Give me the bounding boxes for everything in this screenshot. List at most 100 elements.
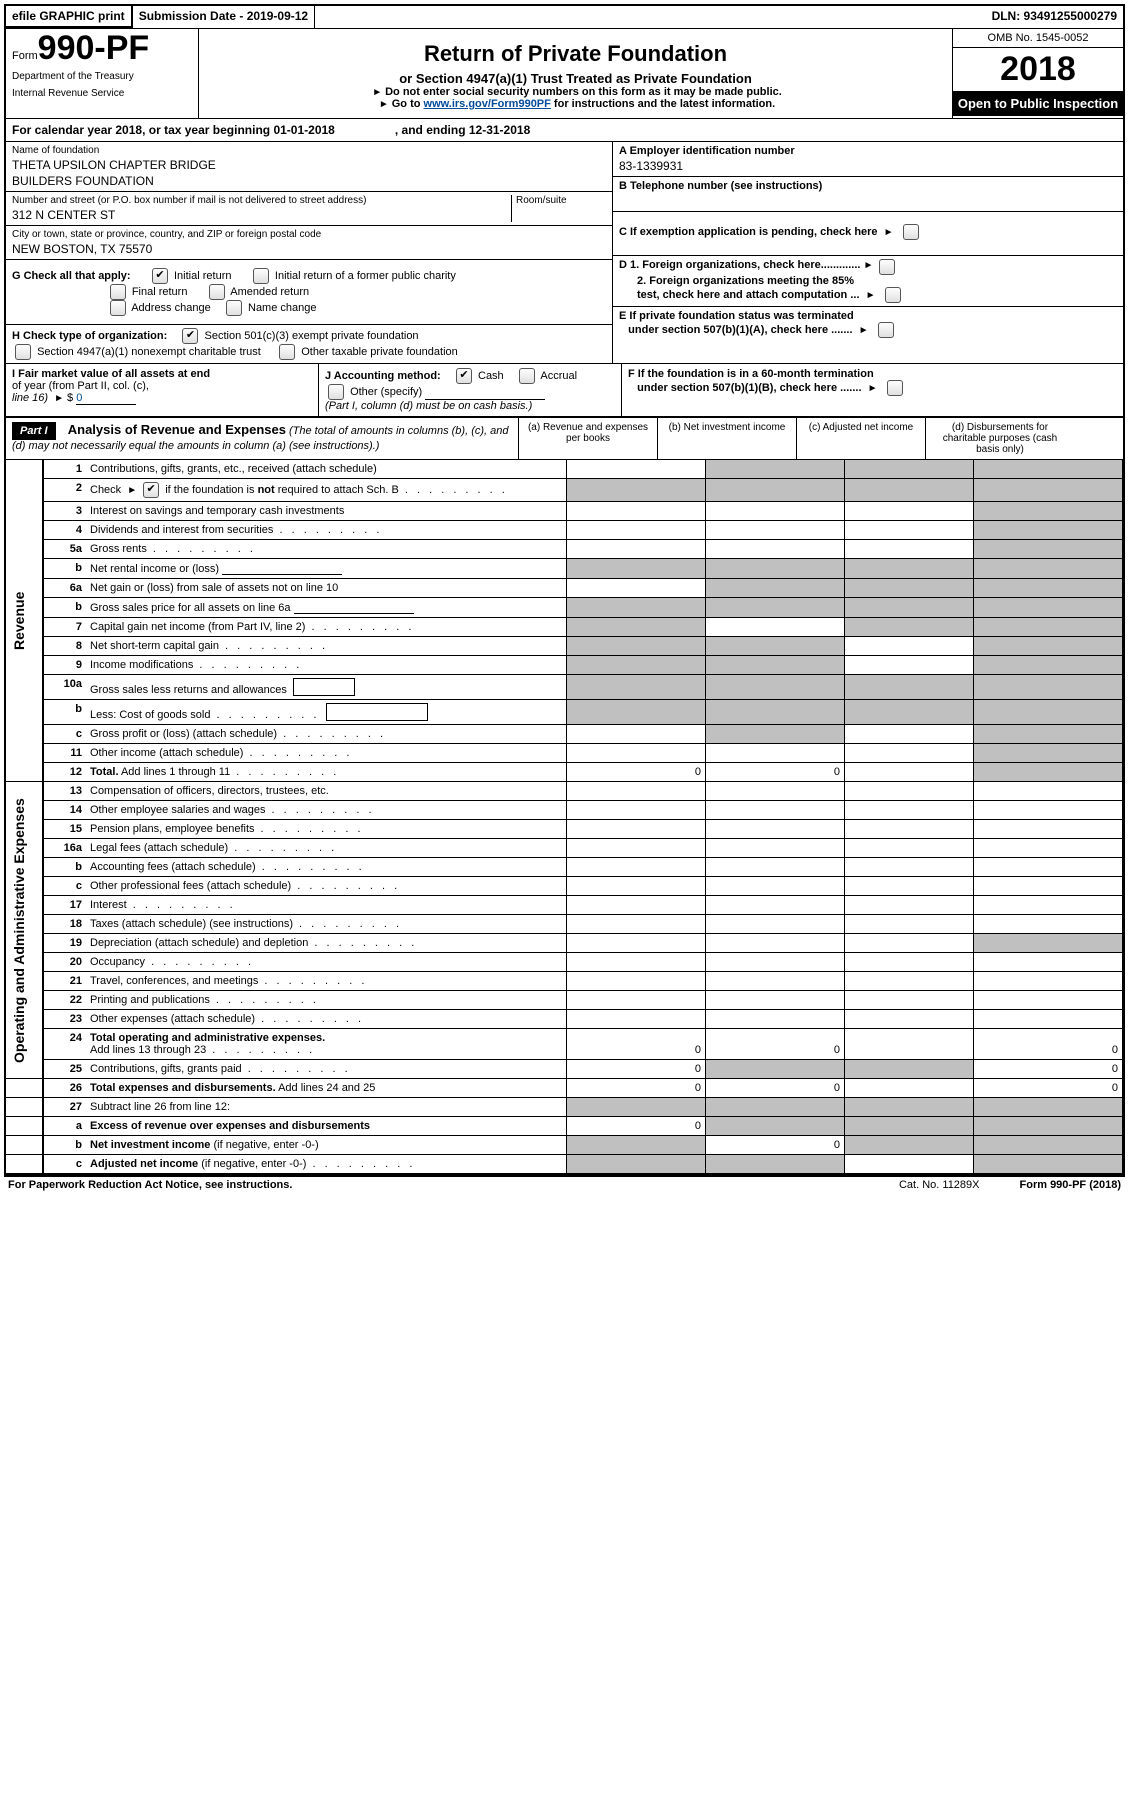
val-26a: 0 xyxy=(567,1079,706,1098)
val-24d: 0 xyxy=(974,1029,1123,1060)
e-checkbox[interactable] xyxy=(878,322,894,338)
other-acct-checkbox[interactable] xyxy=(328,384,344,400)
row-8: Net short-term capital gain xyxy=(86,637,567,656)
row-16a: Legal fees (attach schedule) xyxy=(86,839,567,858)
row-6b: Gross sales price for all assets on line… xyxy=(86,598,567,618)
header-right: OMB No. 1545-0052 2018 Open to Public In… xyxy=(952,29,1123,118)
input-6b[interactable] xyxy=(294,601,414,614)
row-10c: Gross profit or (loss) (attach schedule) xyxy=(86,725,567,744)
row-27c: Adjusted net income (if negative, enter … xyxy=(86,1155,567,1174)
other-specify-input[interactable] xyxy=(425,387,545,400)
row-19: Depreciation (attach schedule) and deple… xyxy=(86,934,567,953)
ein-value: 83-1339931 xyxy=(619,157,1117,173)
arrow-icon xyxy=(863,289,879,301)
addr-label: Number and street (or P.O. box number if… xyxy=(12,195,511,206)
form-subtitle: or Section 4947(a)(1) Trust Treated as P… xyxy=(207,71,944,86)
arrow-icon xyxy=(856,324,872,336)
row-11: Other income (attach schedule) xyxy=(86,744,567,763)
row-5b: Net rental income or (loss) xyxy=(86,559,567,579)
g-o5: Address change xyxy=(131,302,211,314)
note-ssn: Do not enter social security numbers on … xyxy=(385,86,782,98)
row-20: Occupancy xyxy=(86,953,567,972)
ein-cell: A Employer identification number 83-1339… xyxy=(613,142,1123,177)
input-10a[interactable] xyxy=(293,678,355,696)
section-i: I Fair market value of all assets at end… xyxy=(6,364,319,416)
arrow-icon xyxy=(860,259,876,271)
col-c-header: (c) Adjusted net income xyxy=(796,418,925,459)
city-label: City or town, state or province, country… xyxy=(12,229,606,240)
row-24: Total operating and administrative expen… xyxy=(86,1029,567,1060)
d1-label: D 1. Foreign organizations, check here..… xyxy=(619,259,860,271)
cal-end: 12-31-2018 xyxy=(469,123,530,137)
arrow-icon xyxy=(51,392,67,404)
cal-text-b: , and ending xyxy=(395,123,469,137)
val-25d: 0 xyxy=(974,1060,1123,1079)
val-27bb: 0 xyxy=(706,1136,845,1155)
arrow-icon xyxy=(369,86,385,98)
d2b-label: test, check here and attach computation … xyxy=(637,289,860,301)
i-l3: line 16) xyxy=(12,392,48,404)
name-change-checkbox[interactable] xyxy=(226,300,242,316)
irs: Internal Revenue Service xyxy=(12,88,192,99)
part1-header: Part I Analysis of Revenue and Expenses … xyxy=(6,418,518,459)
val-25a: 0 xyxy=(567,1060,706,1079)
cal-text-a: For calendar year 2018, or tax year begi… xyxy=(12,123,273,137)
input-5b[interactable] xyxy=(222,562,342,575)
row-27: Subtract line 26 from line 12: xyxy=(86,1098,567,1117)
row-10b: Less: Cost of goods sold xyxy=(86,700,567,725)
c-label: C If exemption application is pending, c… xyxy=(619,226,878,238)
501c3-checkbox[interactable] xyxy=(182,328,198,344)
tel-cell: B Telephone number (see instructions) xyxy=(613,177,1123,212)
form-number: 990-PF xyxy=(38,29,150,67)
name-label: Name of foundation xyxy=(12,145,606,156)
expenses-side-label: Operating and Administrative Expenses xyxy=(6,782,43,1079)
section-f: F If the foundation is in a 60-month ter… xyxy=(622,364,1123,416)
j-label: J Accounting method: xyxy=(325,370,441,382)
val-27a: 0 xyxy=(567,1117,706,1136)
c-checkbox[interactable] xyxy=(903,224,919,240)
d2-checkbox[interactable] xyxy=(885,287,901,303)
initial-former-checkbox[interactable] xyxy=(253,268,269,284)
tel-label: B Telephone number (see instructions) xyxy=(619,180,1117,192)
addr-value: 312 N CENTER ST xyxy=(12,206,511,222)
section-c: C If exemption application is pending, c… xyxy=(613,212,1123,256)
row-27a: Excess of revenue over expenses and disb… xyxy=(86,1117,567,1136)
name-line2: BUILDERS FOUNDATION xyxy=(12,172,606,188)
revenue-side-label: Revenue xyxy=(6,460,43,782)
i-l1: I Fair market value of all assets at end xyxy=(12,368,210,380)
row-4: Dividends and interest from securities xyxy=(86,521,567,540)
d2a-label: 2. Foreign organizations meeting the 85% xyxy=(637,275,854,287)
omb-number: OMB No. 1545-0052 xyxy=(953,29,1123,48)
i-l2: of year (from Part II, col. (c), xyxy=(12,380,149,392)
schb-checkbox[interactable] xyxy=(143,482,159,498)
instructions-link[interactable]: www.irs.gov/Form990PF xyxy=(424,98,551,110)
4947-checkbox[interactable] xyxy=(15,344,31,360)
input-10b[interactable] xyxy=(326,703,428,721)
row-21: Travel, conferences, and meetings xyxy=(86,972,567,991)
other-taxable-checkbox[interactable] xyxy=(279,344,295,360)
f-checkbox[interactable] xyxy=(887,380,903,396)
note-goto-b: for instructions and the latest informat… xyxy=(551,98,775,110)
h-o2: Section 4947(a)(1) nonexempt charitable … xyxy=(37,346,261,358)
cash-checkbox[interactable] xyxy=(456,368,472,384)
h-o3: Other taxable private foundation xyxy=(301,346,458,358)
row-14: Other employee salaries and wages xyxy=(86,801,567,820)
arrow-icon xyxy=(881,226,897,238)
section-d: D 1. Foreign organizations, check here..… xyxy=(613,256,1123,307)
name-line1: THETA UPSILON CHAPTER BRIDGE xyxy=(12,156,606,172)
footer: For Paperwork Reduction Act Notice, see … xyxy=(4,1176,1125,1193)
val-12a: 0 xyxy=(567,763,706,782)
row-16c: Other professional fees (attach schedule… xyxy=(86,877,567,896)
note-goto-a: Go to xyxy=(392,98,424,110)
section-j: J Accounting method: Cash Accrual Other … xyxy=(319,364,622,416)
row-13: Compensation of officers, directors, tru… xyxy=(86,782,567,801)
address-change-checkbox[interactable] xyxy=(110,300,126,316)
accrual-checkbox[interactable] xyxy=(519,368,535,384)
d1-checkbox[interactable] xyxy=(879,259,895,275)
initial-return-checkbox[interactable] xyxy=(152,268,168,284)
row-12: Total. Add lines 1 through 11 xyxy=(86,763,567,782)
e1-label: E If private foundation status was termi… xyxy=(619,310,854,322)
row-22: Printing and publications xyxy=(86,991,567,1010)
final-return-checkbox[interactable] xyxy=(110,284,126,300)
amended-return-checkbox[interactable] xyxy=(209,284,225,300)
